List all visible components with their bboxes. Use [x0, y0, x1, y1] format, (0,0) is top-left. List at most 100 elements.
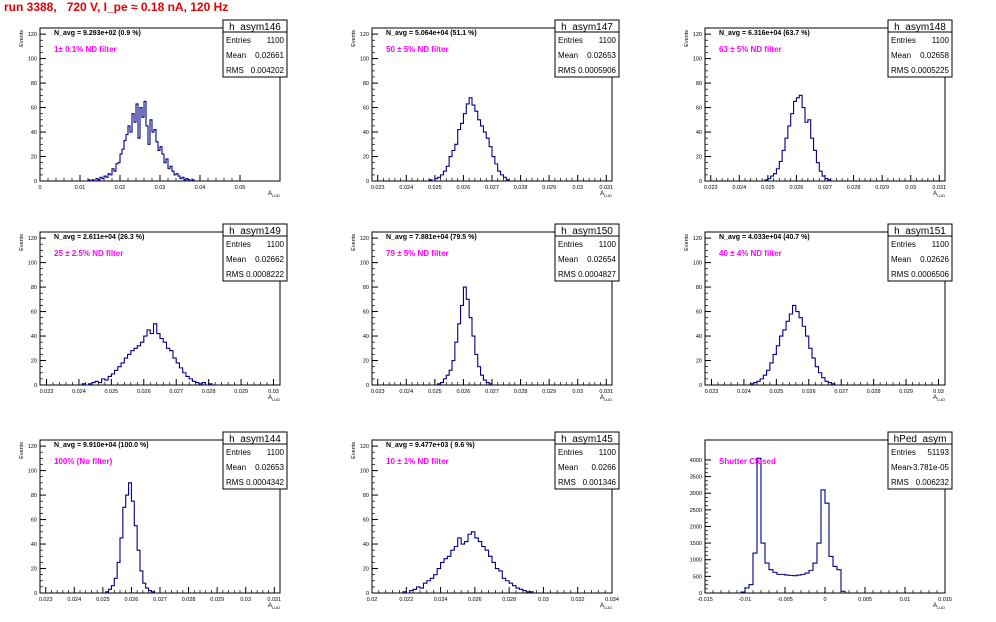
histogram-line: [81, 323, 213, 386]
y-tick-label: 3000: [690, 491, 702, 497]
x-axis-label-main: A: [600, 191, 604, 197]
stat-label: Entries: [226, 36, 251, 45]
navg-label: N_avg = 9.293e+02 (0.9 %): [54, 30, 141, 37]
x-tick-label: 0.028: [847, 185, 861, 191]
y-tick-label: 40: [696, 130, 702, 136]
x-tick-label: 0.028: [202, 389, 216, 395]
x-tick-label: 0.015: [938, 597, 952, 603]
y-axis-label: Events: [351, 234, 357, 251]
stat-value: 0.02653: [587, 51, 616, 60]
histogram-panel-h_asym144: 0 20 40 60 80 100 120 0.023 0.024 0.025 0.026 0.027…: [19, 431, 288, 610]
y-tick-label: 0: [34, 383, 37, 389]
y-tick-label: 40: [363, 334, 369, 340]
x-tick-label: 0.026: [790, 185, 804, 191]
histogram-name: hPed_asym: [894, 434, 947, 445]
x-tick-label: 0.023: [704, 185, 718, 191]
y-tick-label: 20: [363, 155, 369, 161]
y-tick-label: 2000: [690, 524, 702, 530]
stat-value: 0.0266: [592, 463, 617, 472]
x-tick-label: 0.027: [153, 597, 167, 603]
x-tick-label: 0.023: [371, 389, 385, 395]
x-axis-label-main: A: [600, 395, 604, 401]
stat-label: RMS: [226, 270, 244, 279]
x-tick-label: 0.028: [514, 185, 528, 191]
stat-label: Mean: [226, 463, 246, 472]
stat-label: Entries: [226, 448, 251, 457]
y-tick-label: 20: [363, 567, 369, 573]
plot-frame: [371, 439, 613, 594]
y-tick-label: 80: [696, 81, 702, 87]
filter-note: 40 ± 4% ND filter: [719, 249, 782, 258]
y-tick-label: 80: [31, 285, 37, 291]
y-tick-label: 80: [363, 285, 369, 291]
x-tick-label: 0.027: [485, 185, 499, 191]
navg-label: N_avg = 2.611e+04 (26.3 %): [54, 234, 144, 241]
stat-value: 1100: [932, 36, 950, 45]
y-axis-label: Events: [19, 442, 25, 459]
x-axis-label-sub: LUD: [272, 193, 280, 198]
stat-label: Entries: [891, 448, 916, 457]
x-axis-label-main: A: [268, 191, 272, 197]
x-tick-label: 0.027: [834, 389, 848, 395]
histogram-panel-h_asym151: 0 20 40 60 80 100 120 0.023 0.024 0.025 0.026 0.027…: [684, 223, 953, 402]
x-tick-label: 0.027: [485, 389, 499, 395]
histogram-name: h_asym146: [229, 22, 281, 33]
y-tick-label: 120: [693, 236, 702, 242]
x-tick-label: 0.024: [737, 389, 751, 395]
x-tick-label: 0.026: [137, 389, 151, 395]
y-tick-label: 100: [28, 469, 37, 475]
x-axis-label: ALUD: [600, 603, 612, 610]
y-axis-label: Events: [351, 30, 357, 47]
x-tick-label: 0.031: [932, 185, 946, 191]
y-tick-label: 100: [28, 261, 37, 267]
filter-note: 25 ± 2.5% ND filter: [54, 249, 123, 258]
y-axis-label: Events: [351, 442, 357, 459]
histogram-name: h_asym150: [561, 226, 613, 237]
histogram-panel-h_asym146: 0 20 40 60 80 100 120 0 0.01 0.02 0.03 0.04 0.05 Even…: [19, 19, 288, 198]
x-axis-label: ALUD: [933, 603, 945, 610]
stat-value: 51193: [927, 448, 949, 457]
histogram-line: [764, 94, 832, 181]
stat-value: 1100: [599, 240, 617, 249]
x-tick-label: 0.024: [67, 597, 81, 603]
histogram-line: [87, 100, 195, 182]
stat-label: Mean: [891, 255, 911, 264]
y-tick-label: 100: [360, 261, 369, 267]
navg-label: N_avg = 7.881e+04 (79.5 %): [386, 234, 477, 241]
y-tick-label: 100: [693, 57, 702, 63]
histogram-name: h_asym148: [894, 22, 946, 33]
stat-label: RMS: [226, 66, 244, 75]
x-tick-label: 0.02: [115, 185, 126, 191]
x-tick-label: 0.026: [468, 597, 482, 603]
stats-box: [222, 19, 288, 78]
x-tick-label: 0.025: [769, 389, 783, 395]
stat-value: 0.02658: [920, 51, 949, 60]
x-tick-label: 0.03: [572, 185, 583, 191]
x-tick-label: 0.023: [40, 389, 54, 395]
x-tick-label: 0.023: [705, 389, 719, 395]
x-axis-label-sub: LUD: [272, 605, 280, 610]
stat-value: 1100: [267, 448, 285, 457]
y-tick-label: 120: [360, 444, 369, 450]
histogram-panel-h_asym147: 0 20 40 60 80 100 120 0.023 0.024 0.025 0.026 0.027…: [351, 19, 620, 198]
x-axis-label-sub: LUD: [604, 605, 612, 610]
y-axis-label: Events: [684, 30, 690, 47]
x-tick-label: -0.005: [777, 597, 793, 603]
x-tick-label: 0.03: [268, 389, 279, 395]
stat-label: Mean: [891, 51, 911, 60]
histogram-name: h_asym151: [894, 226, 946, 237]
x-tick-label: 0.03: [933, 389, 944, 395]
y-tick-label: 20: [696, 359, 702, 365]
y-tick-label: 100: [28, 57, 37, 63]
y-tick-label: 0: [366, 383, 369, 389]
y-tick-label: 60: [696, 106, 702, 112]
y-tick-label: 100: [360, 57, 369, 63]
x-tick-label: 0.031: [599, 389, 613, 395]
filter-note: 100% (No filter): [54, 457, 113, 466]
stat-value: 0.0004827: [578, 270, 616, 279]
stat-label: Entries: [558, 240, 583, 249]
x-tick-label: 0.031: [267, 597, 281, 603]
x-tick-label: 0.03: [240, 597, 251, 603]
y-tick-label: 60: [363, 518, 369, 524]
x-tick-label: 0.01: [75, 185, 86, 191]
